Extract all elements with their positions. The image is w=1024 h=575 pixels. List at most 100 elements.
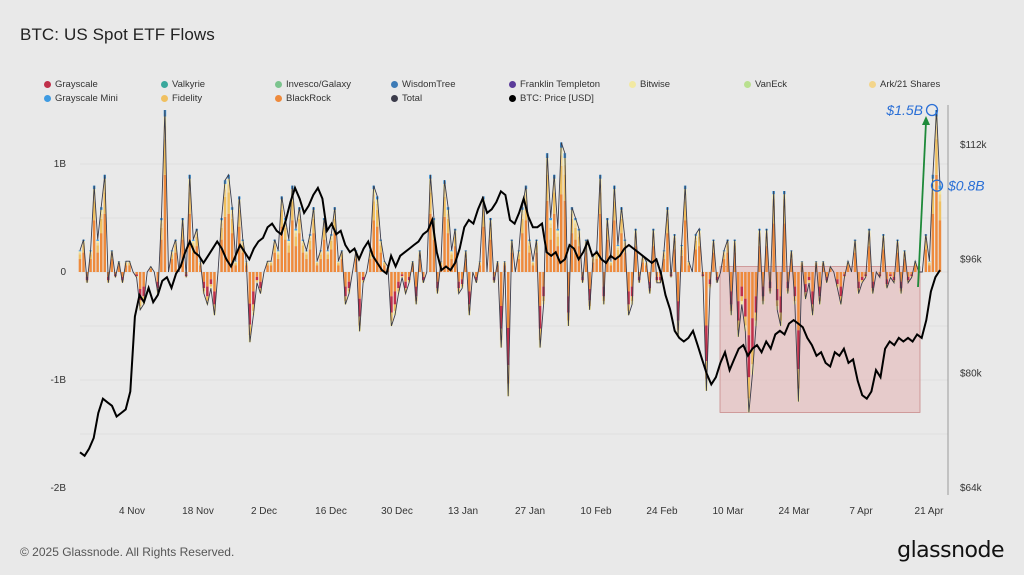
flow-bar-segment bbox=[853, 245, 857, 253]
flow-bar-segment bbox=[928, 262, 931, 264]
legend-item[interactable]: Franklin Templeton bbox=[509, 79, 600, 90]
flow-bar-segment bbox=[315, 263, 319, 266]
flow-bar-segment bbox=[839, 286, 843, 297]
flow-bar-segment bbox=[450, 259, 453, 272]
flow-bar-segment bbox=[899, 281, 903, 289]
legend-item[interactable]: Bitwise bbox=[629, 79, 670, 90]
flow-bar-segment bbox=[627, 291, 630, 305]
flow-bar-segment bbox=[804, 272, 807, 285]
legend-item[interactable]: Fidelity bbox=[161, 93, 202, 104]
flow-bar-segment bbox=[528, 245, 531, 253]
legend-label: Ark/21 Shares bbox=[880, 79, 941, 90]
flow-bar-segment bbox=[368, 259, 372, 272]
flow-bar-segment bbox=[556, 228, 559, 231]
legend-item[interactable]: WisdomTree bbox=[391, 79, 456, 90]
legend-label: Fidelity bbox=[172, 93, 203, 104]
flow-bar-segment bbox=[804, 284, 807, 293]
flow-bar-segment bbox=[489, 227, 492, 240]
flow-bar-segment bbox=[793, 286, 797, 297]
flow-bar-segment bbox=[531, 263, 535, 266]
legend-label: VanEck bbox=[755, 79, 788, 90]
flow-bar-segment bbox=[729, 272, 733, 292]
legend-item[interactable]: Valkyrie bbox=[161, 79, 205, 90]
flow-bar-segment bbox=[896, 245, 899, 253]
flow-bar-segment bbox=[429, 192, 432, 214]
flow-bar-segment bbox=[340, 254, 344, 260]
flow-bar-segment bbox=[599, 192, 602, 214]
legend-item[interactable]: Total bbox=[391, 93, 422, 104]
x-tick-label: 10 Mar bbox=[712, 506, 744, 517]
flow-bar-segment bbox=[637, 272, 641, 277]
flow-bar-segment bbox=[347, 288, 351, 292]
flow-bar-segment bbox=[517, 259, 521, 272]
flow-bar-segment bbox=[248, 272, 252, 304]
legend-item[interactable]: BTC: Price [USD] bbox=[509, 93, 594, 104]
flow-bar-segment bbox=[223, 183, 227, 190]
flow-bar-segment bbox=[294, 230, 298, 234]
legend-item[interactable]: VanEck bbox=[744, 79, 787, 90]
flow-bar-segment bbox=[733, 252, 736, 272]
flow-bar-segment bbox=[124, 265, 128, 272]
flow-bar-segment bbox=[100, 233, 103, 272]
flow-bar-segment bbox=[142, 286, 145, 297]
flow-bar-segment bbox=[885, 272, 889, 280]
flow-bar-segment bbox=[308, 241, 312, 250]
legend-item[interactable]: Invesco/Galaxy bbox=[275, 79, 351, 90]
flow-bar-segment bbox=[174, 245, 177, 253]
flow-bar-segment bbox=[379, 245, 382, 253]
flow-bar-segment bbox=[227, 178, 230, 185]
legend-item[interactable]: Grayscale Mini bbox=[44, 93, 118, 104]
flow-bar-segment bbox=[588, 272, 591, 289]
flow-bar-segment bbox=[117, 265, 121, 272]
flow-bar-segment bbox=[613, 201, 616, 221]
flow-bar-segment bbox=[772, 205, 775, 224]
flow-bar-segment bbox=[740, 286, 743, 297]
flow-bar-segment bbox=[192, 252, 195, 272]
flow-bar-segment bbox=[393, 304, 397, 311]
x-tick-label: 4 Nov bbox=[119, 506, 145, 517]
legend-item[interactable]: Ark/21 Shares bbox=[869, 79, 940, 90]
flow-bar-segment bbox=[436, 272, 439, 282]
flow-bar-segment bbox=[280, 226, 283, 272]
flow-bar-segment bbox=[383, 263, 386, 266]
flow-bar-segment bbox=[294, 228, 298, 231]
flow-bar-segment bbox=[531, 262, 535, 264]
legend-label: WisdomTree bbox=[402, 79, 456, 90]
left-tick-label: 1B bbox=[54, 159, 67, 170]
flow-bar-segment bbox=[312, 218, 315, 234]
flow-bar-segment bbox=[811, 291, 814, 305]
flow-bar-segment bbox=[545, 174, 549, 201]
flow-bar-segment bbox=[284, 223, 287, 228]
flow-bar-segment bbox=[574, 227, 577, 240]
flow-bar-segment bbox=[358, 298, 361, 317]
flow-bar-segment bbox=[666, 233, 669, 272]
flow-bar-segment bbox=[397, 281, 400, 289]
flow-bar-segment bbox=[347, 281, 351, 289]
flow-bar-segment bbox=[276, 252, 280, 255]
flow-bar-segment bbox=[446, 233, 450, 272]
legend-item[interactable]: Grayscale bbox=[44, 79, 98, 90]
flow-bar-segment bbox=[765, 246, 768, 272]
flow-bar-segment bbox=[96, 240, 99, 243]
flow-bar-segment bbox=[931, 192, 935, 214]
flow-bar-segment bbox=[645, 265, 648, 272]
flow-bar-segment bbox=[595, 254, 598, 260]
flow-bar-segment bbox=[517, 254, 521, 260]
flow-bar-segment bbox=[737, 272, 740, 302]
flow-bar-segment bbox=[379, 242, 382, 246]
flow-bar-segment bbox=[414, 286, 418, 297]
flow-bar-segment bbox=[616, 245, 620, 247]
flow-bar-segment bbox=[234, 261, 237, 263]
flow-bar-segment bbox=[620, 213, 623, 219]
flow-bar-segment bbox=[616, 246, 620, 248]
flow-bar-segment bbox=[234, 263, 237, 266]
x-tick-label: 21 Apr bbox=[915, 506, 945, 517]
flow-bar-segment bbox=[110, 254, 114, 260]
legend-item[interactable]: BlackRock bbox=[275, 93, 331, 104]
flow-bar-segment bbox=[78, 251, 82, 253]
flow-bar-segment bbox=[666, 218, 669, 234]
flow-bar-segment bbox=[220, 223, 223, 228]
flow-bar-segment bbox=[156, 272, 160, 282]
x-tick-label: 2 Dec bbox=[251, 506, 277, 517]
flow-bar-segment bbox=[475, 272, 478, 277]
